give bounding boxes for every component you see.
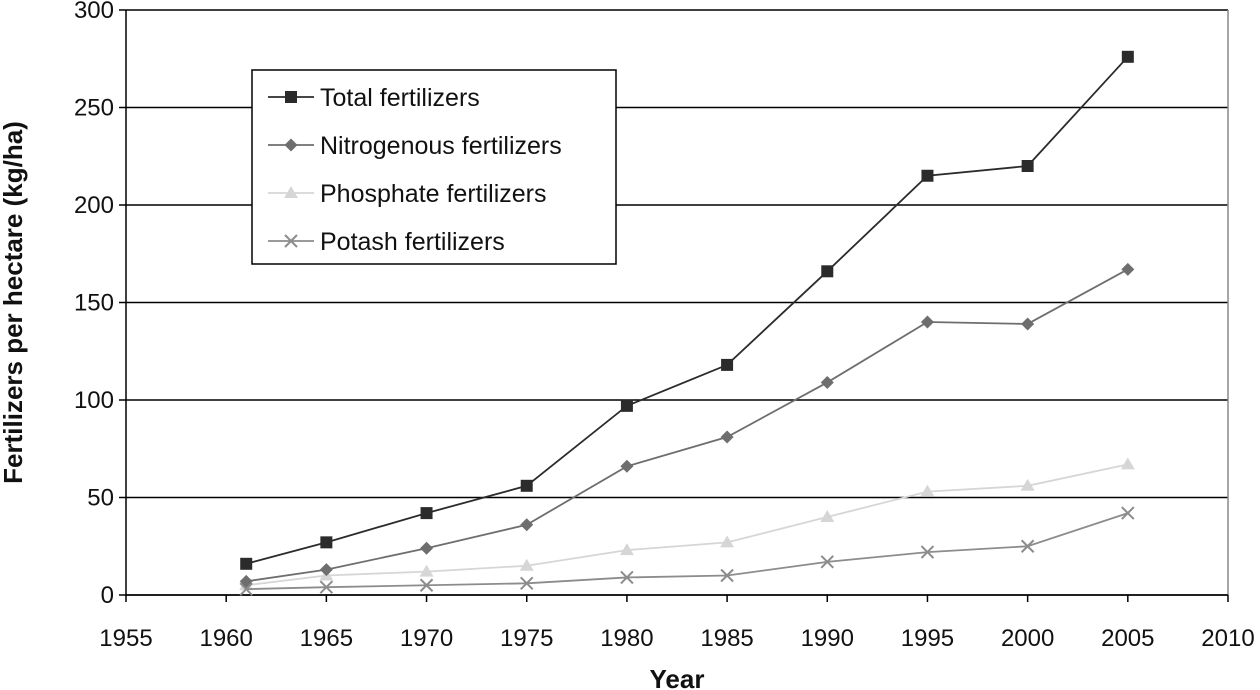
data-point bbox=[1120, 457, 1135, 470]
y-tick-label: 150 bbox=[74, 290, 114, 317]
legend-item: Nitrogenous fertilizers bbox=[268, 132, 562, 160]
data-point bbox=[319, 580, 334, 594]
data-point bbox=[239, 582, 253, 596]
legend-marker bbox=[284, 186, 298, 198]
series-line bbox=[245, 56, 1129, 565]
x-tick-label: 1955 bbox=[99, 625, 152, 652]
data-point bbox=[320, 536, 333, 549]
legend-marker bbox=[285, 91, 297, 103]
y-tick-label: 250 bbox=[74, 95, 114, 122]
data-point bbox=[720, 568, 734, 583]
data-point bbox=[820, 375, 834, 389]
x-tick-label: 1960 bbox=[199, 625, 252, 652]
y-tick-label: 300 bbox=[74, 0, 114, 24]
data-point bbox=[240, 557, 253, 570]
legend-item: Phosphate fertilizers bbox=[268, 180, 547, 208]
series-line bbox=[246, 512, 1129, 591]
data-point bbox=[619, 543, 634, 556]
y-tick-label: 50 bbox=[87, 485, 114, 512]
data-point bbox=[1021, 160, 1034, 172]
x-tick-label: 1970 bbox=[400, 625, 453, 652]
y-tick-label: 0 bbox=[101, 582, 114, 609]
legend-marker bbox=[284, 234, 298, 248]
axes: 0 50 100 150 200 250 300 1955 1960 1965 1970 1975 19… bbox=[74, 0, 1255, 652]
x-tick-label: 2010 bbox=[1201, 625, 1254, 652]
x-tick-label: 1965 bbox=[300, 625, 353, 652]
legend-label: Total fertilizers bbox=[320, 84, 480, 112]
y-tick-label: 200 bbox=[74, 192, 114, 219]
x-tick-label: 1975 bbox=[500, 625, 553, 652]
data-point bbox=[520, 576, 534, 591]
data-point bbox=[720, 535, 735, 548]
data-point bbox=[920, 545, 935, 559]
x-tick-label: 1990 bbox=[801, 625, 854, 652]
data-point bbox=[419, 564, 434, 577]
legend-marker bbox=[284, 138, 298, 152]
x-tick-label: 2000 bbox=[1001, 625, 1054, 652]
data-point bbox=[520, 518, 534, 532]
series-line bbox=[246, 268, 1129, 583]
data-point bbox=[820, 555, 834, 569]
data-point bbox=[420, 541, 434, 555]
data-point bbox=[319, 563, 333, 577]
legend-label: Phosphate fertilizers bbox=[320, 180, 547, 208]
legend: Total fertilizers Nitrogenous fertilizers… bbox=[251, 69, 617, 265]
x-tick-label: 1995 bbox=[901, 625, 954, 652]
x-tick-label: 1985 bbox=[700, 625, 753, 652]
legend-item: Total fertilizers bbox=[268, 84, 480, 112]
data-point bbox=[820, 510, 835, 522]
data-point bbox=[921, 169, 934, 182]
data-point bbox=[519, 558, 534, 571]
series-potash-fertilizers bbox=[239, 506, 1135, 596]
x-tick-label: 2005 bbox=[1101, 625, 1154, 652]
series-phosphate-fertilizers bbox=[239, 457, 1135, 591]
legend-label: Nitrogenous fertilizers bbox=[320, 132, 562, 160]
y-tick-label: 100 bbox=[74, 387, 114, 414]
legend-item: Potash fertilizers bbox=[268, 228, 505, 256]
x-tick-label: 1980 bbox=[600, 625, 653, 652]
legend-box bbox=[251, 69, 617, 265]
legend-label: Potash fertilizers bbox=[320, 228, 505, 256]
data-point bbox=[1021, 317, 1035, 331]
series-total-fertilizers bbox=[240, 50, 1134, 570]
data-point bbox=[419, 578, 434, 592]
data-point bbox=[620, 399, 633, 412]
data-point bbox=[1020, 478, 1035, 491]
data-point bbox=[620, 570, 634, 585]
data-point bbox=[1020, 539, 1035, 553]
data-point bbox=[821, 265, 834, 278]
data-point bbox=[920, 315, 934, 329]
data-point bbox=[620, 459, 634, 473]
data-point bbox=[1121, 506, 1135, 520]
data-point bbox=[239, 574, 253, 588]
data-point bbox=[721, 358, 734, 371]
series-nitrogenous-fertilizers bbox=[239, 262, 1135, 588]
data-point bbox=[1121, 50, 1134, 63]
series-line bbox=[246, 463, 1129, 587]
data-point bbox=[420, 507, 433, 520]
data-point bbox=[920, 484, 935, 497]
data-point bbox=[520, 479, 533, 492]
data-point bbox=[1121, 262, 1135, 276]
data-point bbox=[720, 430, 734, 444]
x-axis-title: Year bbox=[650, 664, 705, 690]
series-layer bbox=[239, 50, 1135, 596]
y-axis-title: Fertilizers per hectare (kg/ha) bbox=[0, 121, 28, 484]
